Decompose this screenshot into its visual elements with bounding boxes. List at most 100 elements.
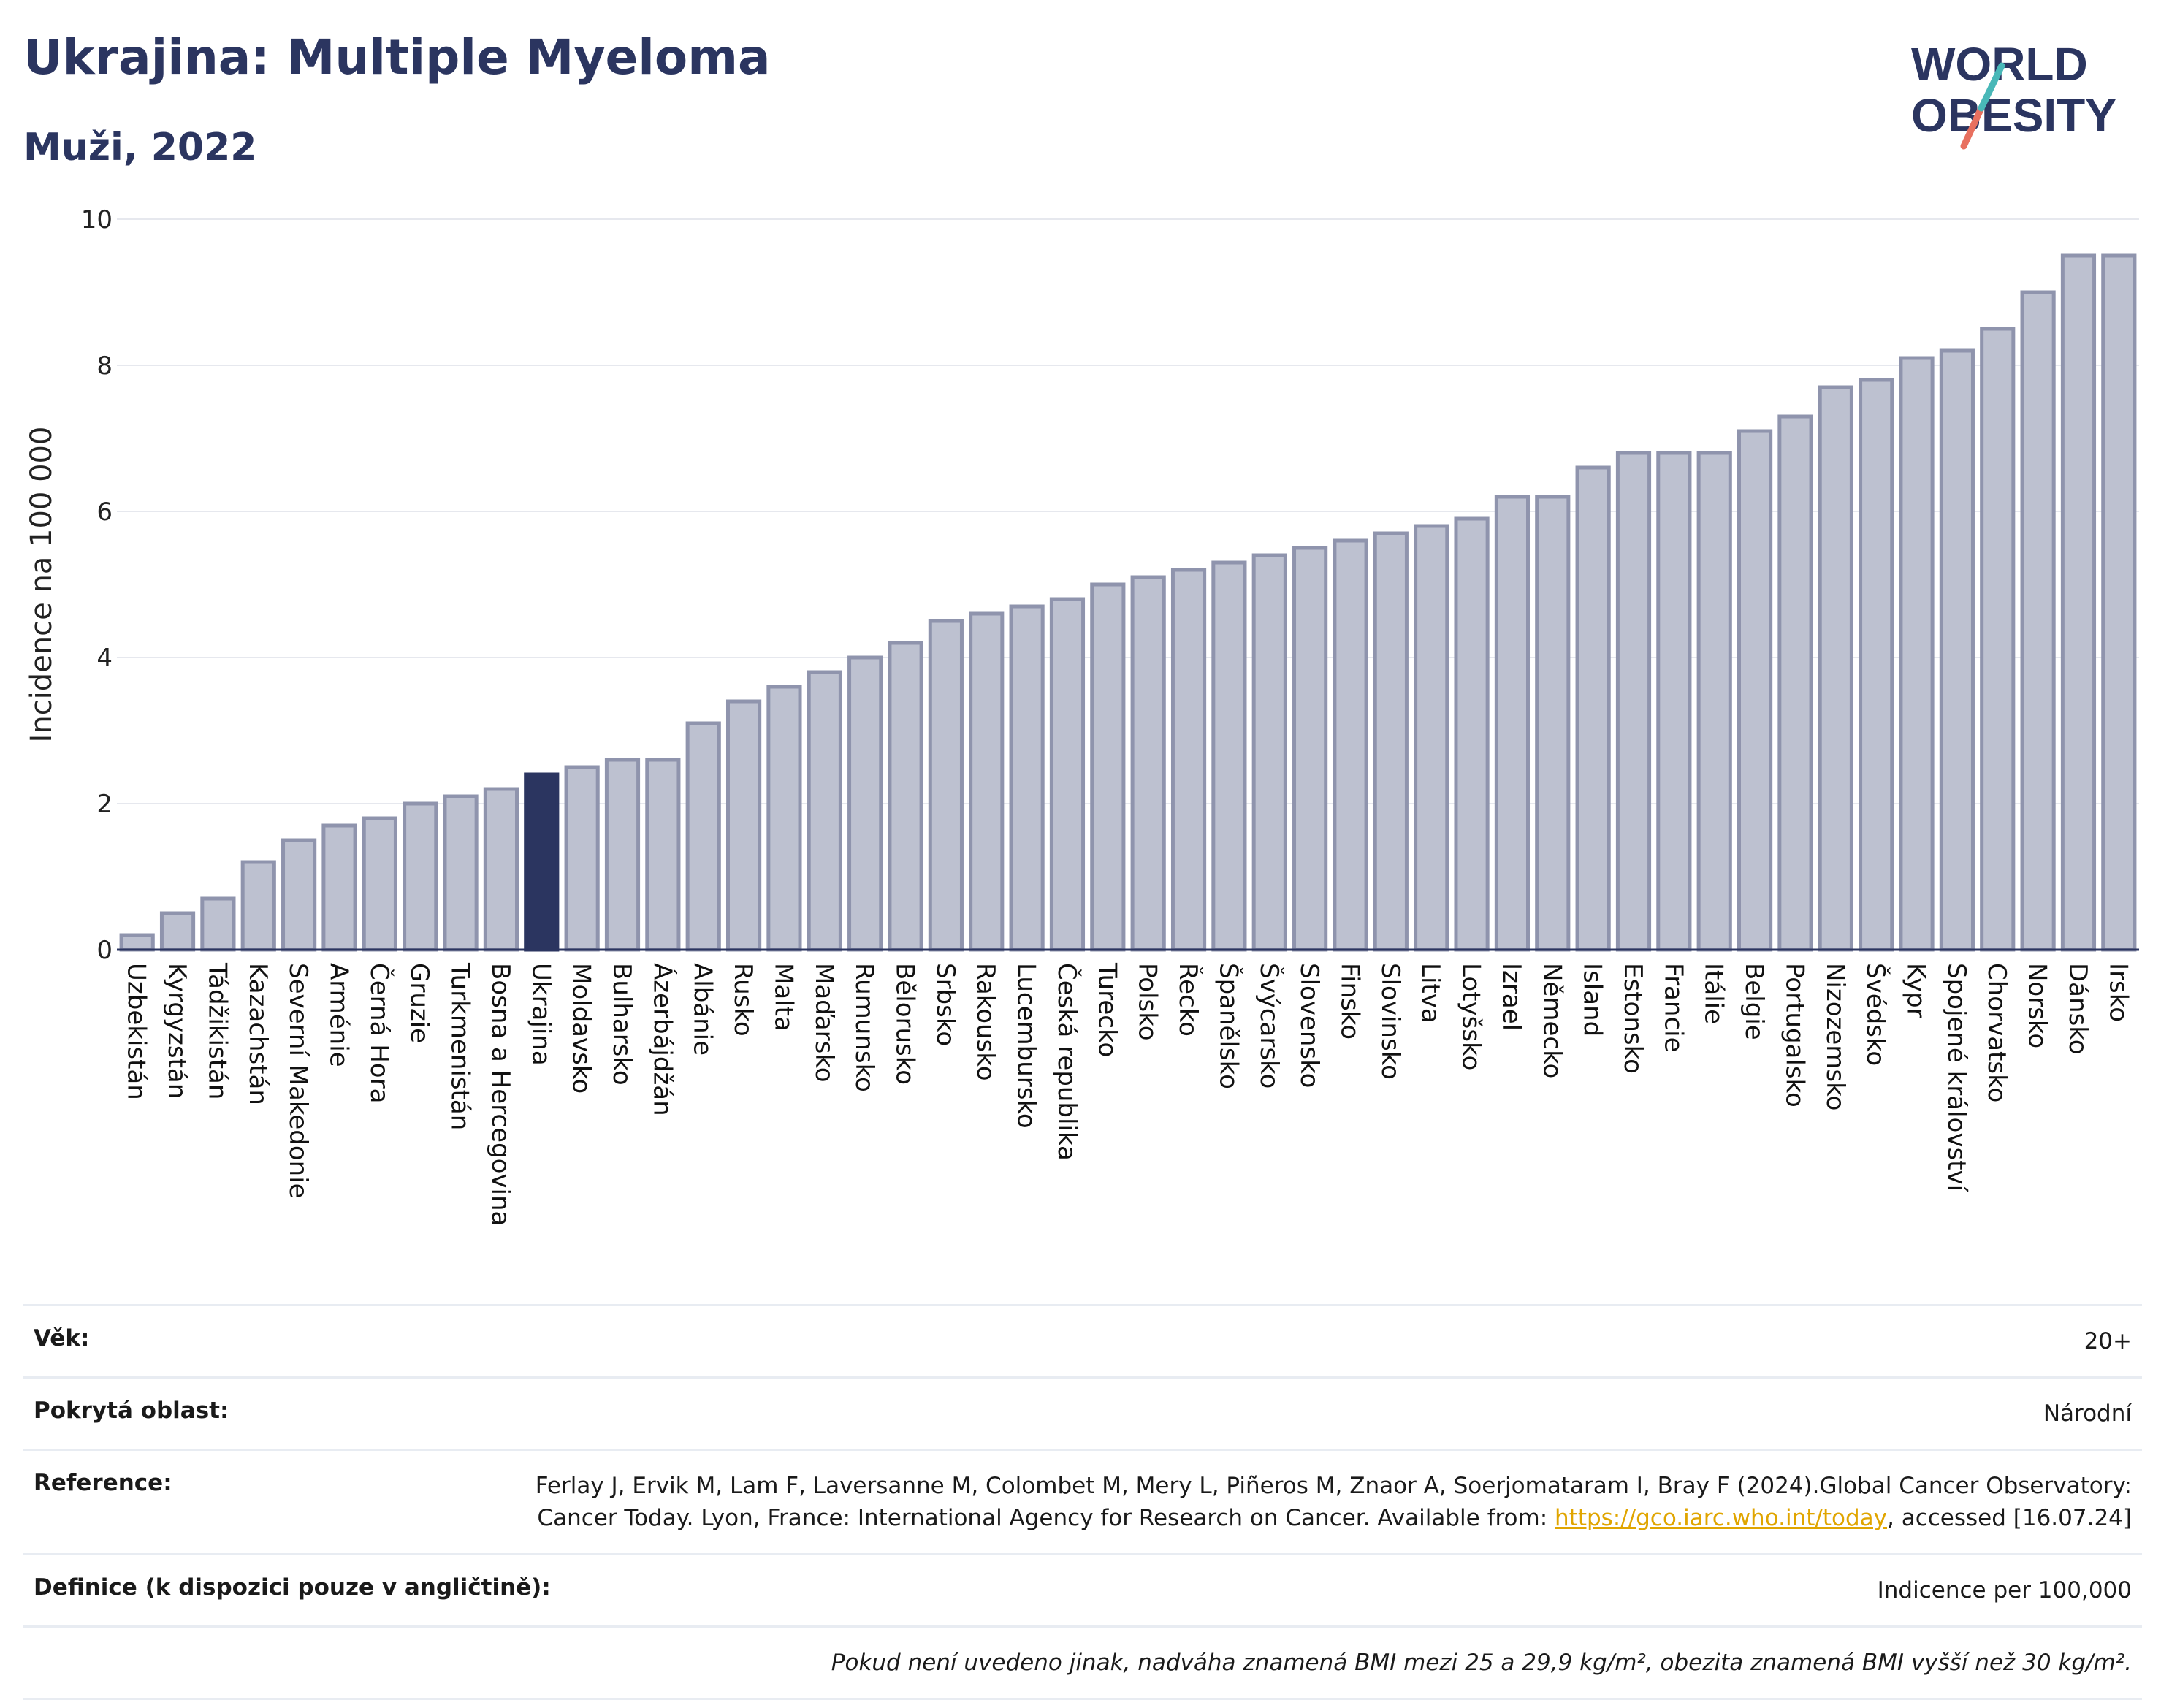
- x-category-label: Arménie: [324, 963, 353, 1067]
- x-category-label: Rumunsko: [850, 963, 879, 1092]
- x-category-label: Slovensko: [1295, 963, 1324, 1088]
- definition-value: Indicence per 100,000: [1877, 1577, 2132, 1604]
- x-category-label: Švýcarsko: [1254, 963, 1284, 1089]
- bar: [1980, 327, 2016, 952]
- age-value: 20+: [2084, 1328, 2132, 1354]
- x-category-label: Bosna a Hercegovina: [486, 963, 515, 1226]
- area-label: Pokrytá oblast:: [34, 1398, 229, 1424]
- bar: [1333, 538, 1368, 952]
- x-category-label: Kypr: [1902, 963, 1931, 1018]
- x-category-label: Rakousko: [971, 963, 1000, 1081]
- info-row-definition: Definice (k dispozici pouze v angličtině…: [23, 1553, 2142, 1625]
- bar: [888, 641, 923, 952]
- bar: [1251, 553, 1287, 952]
- page-subtitle: Muži, 2022: [23, 126, 257, 169]
- bar: [1494, 495, 1531, 952]
- x-category-label: Lotyšsko: [1457, 963, 1486, 1070]
- x-category-label: Irsko: [2103, 963, 2133, 1022]
- bar: [200, 896, 236, 952]
- x-category-label: Portugalsko: [1780, 963, 1809, 1107]
- bar: [1535, 495, 1571, 952]
- bar: [1575, 465, 1611, 952]
- x-category-label: Norsko: [2023, 963, 2052, 1048]
- bar: [1009, 604, 1045, 952]
- bar: [443, 794, 479, 952]
- y-tick-label: 4: [96, 644, 113, 673]
- bar: [1818, 385, 1853, 952]
- bar: [969, 611, 1005, 952]
- x-category-label: Polsko: [1133, 963, 1162, 1041]
- y-tick-label: 0: [96, 936, 113, 965]
- bar: [1777, 414, 1813, 952]
- bar: [1292, 546, 1328, 952]
- x-category-label: Turkmenistán: [446, 962, 475, 1130]
- bar: [2101, 253, 2137, 952]
- reference-text-part-2: , accessed [16.07.24]: [1886, 1505, 2132, 1531]
- bar: [1373, 531, 1409, 952]
- bar: [1454, 516, 1490, 952]
- bar: [564, 765, 600, 952]
- bar: [847, 655, 883, 952]
- bar: [1049, 597, 1086, 952]
- bar: [1737, 429, 1773, 952]
- footnote: Pokud není uvedeno jinak, nadváha znamen…: [831, 1650, 2132, 1676]
- bar: [645, 758, 681, 952]
- bar: [321, 823, 357, 952]
- x-category-label: Rusko: [728, 963, 758, 1037]
- x-category-label: Estonsko: [1618, 963, 1647, 1074]
- bar: [1130, 575, 1166, 952]
- bar-chart: 0 2 4 6 8 10 Uzbekistán Kyrgyzstán Tádžikistán K…: [25, 205, 2139, 1226]
- bar: [766, 685, 802, 952]
- x-category-label: Německo: [1537, 963, 1566, 1078]
- x-category-label: Tádžikistán: [202, 962, 232, 1099]
- y-axis-ticks: 0 2 4 6 8 10: [81, 205, 113, 965]
- bar: [240, 860, 276, 952]
- reference-link[interactable]: https://gco.iarc.who.int/today: [1555, 1505, 1887, 1531]
- bar: [1899, 356, 1935, 952]
- bar: [1615, 451, 1652, 952]
- bar: [685, 721, 721, 952]
- bar: [1696, 451, 1732, 952]
- info-row-reference: Reference: Ferlay J, Ervik M, Lam F, Lav…: [23, 1449, 2142, 1553]
- bar: [483, 787, 519, 952]
- bar: [1859, 378, 1894, 952]
- bar: [1656, 451, 1692, 952]
- x-category-label: Spojené království: [1942, 963, 1971, 1193]
- x-category-label: Bulharsko: [607, 963, 636, 1086]
- y-tick-label: 2: [96, 790, 113, 819]
- x-category-label: Černá Hora: [365, 963, 395, 1103]
- bar: [807, 670, 842, 952]
- x-category-label: Maďarsko: [809, 963, 839, 1083]
- x-category-label: Uzbekistán: [122, 963, 151, 1100]
- x-category-label: Turecko: [1092, 962, 1121, 1057]
- bar: [2060, 253, 2097, 952]
- x-category-label: Slovinsko: [1376, 963, 1405, 1080]
- x-category-label: Řecko: [1173, 963, 1203, 1037]
- x-category-label: Dánsko: [2063, 963, 2092, 1055]
- x-category-label: Bělorusko: [891, 963, 920, 1085]
- x-category-label: Chorvatsko: [1982, 963, 2011, 1102]
- bar: [403, 801, 438, 952]
- x-category-label: Gruzie: [405, 963, 434, 1043]
- bar: [281, 838, 317, 952]
- bar: [1414, 524, 1449, 952]
- bar: [928, 619, 964, 952]
- x-category-label: Finsko: [1335, 963, 1364, 1040]
- bar-highlighted: [524, 772, 560, 952]
- x-category-label: Kazachstán: [243, 963, 272, 1105]
- y-tick-label: 8: [96, 351, 113, 381]
- x-category-label: Španělsko: [1213, 963, 1243, 1089]
- bar: [2020, 290, 2056, 952]
- x-category-label: Izrael: [1497, 963, 1526, 1031]
- x-category-label: Nizozemsko: [1821, 963, 1850, 1110]
- bar: [362, 816, 397, 952]
- x-category-label: Česká republika: [1052, 963, 1082, 1161]
- x-category-label: Belgie: [1739, 963, 1769, 1040]
- x-category-label: Srbsko: [931, 963, 960, 1046]
- reference-text-part-1: Ferlay J, Ervik M, Lam F, Laversanne M, …: [535, 1473, 2132, 1531]
- x-category-label: Kyrgyzstán: [162, 963, 191, 1099]
- x-category-label: Severní Makedonie: [283, 963, 313, 1199]
- y-tick-label: 10: [81, 205, 113, 235]
- x-category-label: Lucembursko: [1012, 963, 1041, 1129]
- x-category-label: Ukrajina: [526, 963, 555, 1066]
